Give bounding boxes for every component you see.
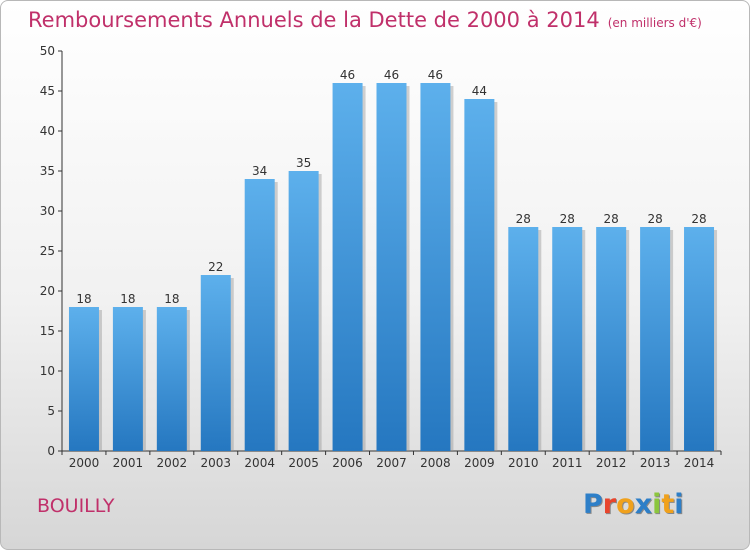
bar bbox=[596, 227, 627, 451]
y-tick-label: 20 bbox=[40, 284, 55, 298]
logo-letter: r bbox=[602, 489, 617, 520]
data-label: 46 bbox=[384, 68, 399, 82]
x-tick-label: 2004 bbox=[244, 456, 275, 470]
y-tick-label: 0 bbox=[47, 444, 55, 458]
bar bbox=[464, 99, 495, 451]
y-tick-label: 10 bbox=[40, 364, 55, 378]
y-tick-label: 40 bbox=[40, 124, 55, 138]
logo-letter: x bbox=[634, 489, 653, 520]
x-tick-label: 2002 bbox=[157, 456, 188, 470]
bar bbox=[156, 307, 187, 451]
x-tick-label: 2003 bbox=[200, 456, 231, 470]
bar bbox=[244, 179, 275, 451]
y-tick-label: 5 bbox=[47, 404, 55, 418]
data-label: 46 bbox=[340, 68, 355, 82]
bar bbox=[420, 83, 451, 451]
unit-note: (en milliers d'€) bbox=[607, 16, 702, 30]
location-label: BOUILLY bbox=[37, 495, 115, 517]
x-tick-label: 2005 bbox=[288, 456, 319, 470]
title-block: Remboursements Annuels de la Dette de 20… bbox=[28, 8, 702, 32]
chart-title: Remboursements Annuels de la Dette de 20… bbox=[28, 8, 600, 32]
data-label: 44 bbox=[472, 84, 487, 98]
data-label: 18 bbox=[76, 292, 91, 306]
y-tick-label: 35 bbox=[40, 164, 55, 178]
data-label: 35 bbox=[296, 156, 311, 170]
y-tick-label: 50 bbox=[40, 44, 55, 58]
data-label: 22 bbox=[208, 260, 223, 274]
proxiti-logo: Proxiti bbox=[583, 489, 684, 520]
x-tick-label: 2013 bbox=[640, 456, 671, 470]
x-tick-label: 2014 bbox=[684, 456, 715, 470]
data-label: 18 bbox=[120, 292, 135, 306]
x-tick-label: 2010 bbox=[508, 456, 539, 470]
bar bbox=[288, 171, 319, 451]
logo-letter: t bbox=[661, 489, 675, 520]
bar bbox=[640, 227, 671, 451]
bar bbox=[508, 227, 539, 451]
data-label: 28 bbox=[647, 212, 662, 226]
data-label: 28 bbox=[560, 212, 575, 226]
x-tick-label: 2001 bbox=[113, 456, 144, 470]
bar bbox=[200, 275, 231, 451]
bar bbox=[376, 83, 407, 451]
y-tick-label: 15 bbox=[40, 324, 55, 338]
data-label: 28 bbox=[516, 212, 531, 226]
x-tick-label: 2007 bbox=[376, 456, 407, 470]
y-tick-label: 30 bbox=[40, 204, 55, 218]
data-label: 18 bbox=[164, 292, 179, 306]
bar bbox=[68, 307, 99, 451]
x-tick-label: 2006 bbox=[332, 456, 363, 470]
x-tick-label: 2009 bbox=[464, 456, 495, 470]
bar bbox=[112, 307, 143, 451]
data-label: 28 bbox=[604, 212, 619, 226]
data-label: 34 bbox=[252, 164, 267, 178]
x-tick-label: 2000 bbox=[69, 456, 100, 470]
y-tick-label: 45 bbox=[40, 84, 55, 98]
bar bbox=[684, 227, 715, 451]
x-tick-label: 2011 bbox=[552, 456, 583, 470]
logo-letter: o bbox=[616, 489, 635, 520]
data-label: 46 bbox=[428, 68, 443, 82]
y-tick-label: 25 bbox=[40, 244, 55, 258]
logo-letter: P bbox=[583, 489, 603, 520]
x-tick-label: 2012 bbox=[596, 456, 627, 470]
bar bbox=[332, 83, 363, 451]
logo-letter: i bbox=[652, 489, 662, 520]
bar bbox=[552, 227, 583, 451]
x-tick-label: 2008 bbox=[420, 456, 451, 470]
logo-letter: i bbox=[674, 489, 684, 520]
data-label: 28 bbox=[691, 212, 706, 226]
